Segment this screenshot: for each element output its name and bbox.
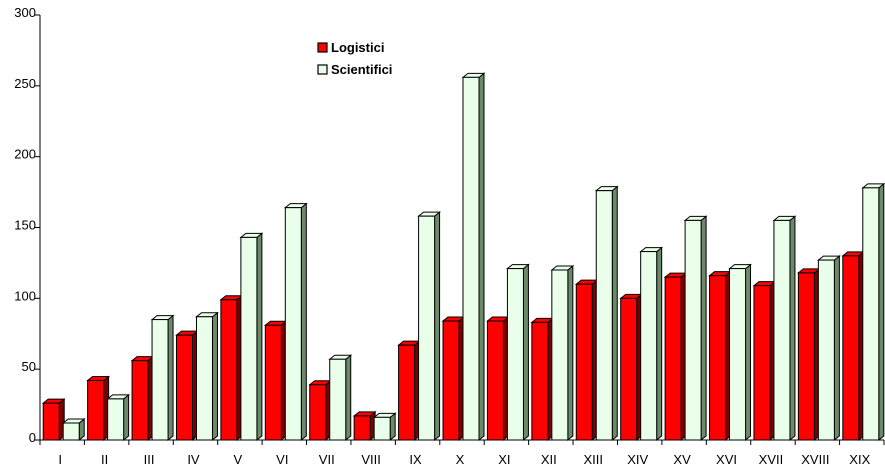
scientifici-bar-xix	[862, 187, 880, 441]
scientifici-bar-x	[462, 76, 480, 441]
logistici-bar-xviii	[797, 272, 815, 441]
legend-label-scientifici: Scientifici	[331, 62, 392, 77]
scientifici-bar-xiii	[595, 190, 613, 441]
scientifici-bar-xv-side	[700, 215, 707, 442]
x-tick-label-xv: XV	[673, 452, 691, 467]
scientifici-bar-vi	[284, 207, 302, 441]
x-tick-label-xviii: XVIII	[801, 452, 829, 467]
x-tick-label-vi: VI	[276, 452, 288, 467]
x-tick-label-xix: XIX	[849, 452, 870, 467]
scientifici-bar-xvii-side	[789, 215, 796, 442]
y-tick-label-250: 250	[14, 76, 36, 91]
scientifici-bar-xii-side	[567, 264, 574, 442]
scientifici-bar-ii	[107, 398, 125, 441]
x-tick-label-xiii: XIII	[584, 452, 604, 467]
scientifici-bar-viii	[373, 416, 391, 441]
x-tick-label-v: V	[234, 452, 243, 467]
scientifici-bar-v	[240, 236, 258, 441]
scientifici-bar-ix-side	[434, 211, 441, 442]
x-tick-label-ix: IX	[409, 452, 422, 467]
y-tick-label-300: 300	[14, 5, 36, 20]
x-tick-label-vii: VII	[319, 452, 335, 467]
logistici-bar-i	[42, 402, 60, 441]
scientifici-bar-xviii	[817, 259, 835, 441]
logistici-bar-xvii	[753, 285, 771, 441]
scientifici-bar-ix	[418, 215, 436, 441]
logistici-bar-x	[442, 320, 460, 441]
legend-label-logistici: Logistici	[331, 40, 384, 55]
scientifici-bar-xvi	[729, 268, 747, 441]
logistici-bar-ii	[87, 380, 105, 441]
logistici-bar-xiii	[575, 283, 593, 441]
scientifici-bar-xi-side	[522, 263, 529, 442]
legend-swatch-logistici	[317, 42, 328, 53]
legend-swatch-scientifici	[317, 64, 328, 75]
x-tick-label-xvi: XVI	[716, 452, 737, 467]
y-tick-label-200: 200	[14, 147, 36, 162]
scientifici-bar-xi	[506, 268, 524, 441]
y-tick-label-50: 50	[22, 359, 36, 374]
scientifici-bar-xvii	[773, 219, 791, 441]
logistici-bar-xix	[842, 255, 860, 441]
legend: Logistici Scientifici	[317, 40, 392, 77]
x-tick-label-ii: II	[101, 452, 108, 467]
scientifici-bar-xix-side	[878, 182, 885, 442]
scientifici-bar-iii	[151, 319, 169, 441]
scientifici-bar-xiv-side	[656, 246, 663, 442]
x-tick-label-i: I	[58, 452, 62, 467]
scientifici-bar-xiii-side	[611, 185, 618, 442]
scientifici-bar-xii	[551, 269, 569, 441]
bars-group	[41, 72, 885, 442]
scientifici-bar-xvi-side	[745, 263, 752, 442]
scientifici-bar-vii	[329, 358, 347, 441]
scientifici-bar-xviii-side	[833, 255, 840, 442]
logistici-bar-xii	[531, 321, 549, 441]
logistici-bar-ix	[398, 344, 416, 441]
scientifici-bar-xiv	[640, 251, 658, 441]
scientifici-bar-ii-side	[123, 393, 130, 442]
x-tick-label-xii: XII	[541, 452, 557, 467]
logistici-bar-xi	[486, 320, 504, 441]
logistici-bar-xiv	[620, 297, 638, 441]
x-tick-label-x: X	[456, 452, 465, 467]
y-tick-label-100: 100	[14, 288, 36, 303]
logistici-bar-iii	[131, 360, 149, 441]
scientifici-bar-iii-side	[167, 314, 174, 442]
x-tick-label-iv: IV	[187, 452, 200, 467]
logistici-bar-vi	[264, 324, 282, 441]
logistici-bar-xv	[664, 276, 682, 441]
y-tick-label-0: 0	[29, 430, 36, 445]
scientifici-bar-iv	[195, 316, 213, 441]
scientifici-bar-xv	[684, 219, 702, 441]
x-tick-label-xiv: XIV	[627, 452, 648, 467]
scientifici-bar-i	[62, 422, 80, 441]
scientifici-bar-vi-side	[300, 202, 307, 442]
scientifici-bar-vii-side	[345, 354, 352, 442]
x-tick-label-xi: XI	[498, 452, 510, 467]
logistici-bar-xvi	[709, 275, 727, 441]
x-tick-label-viii: VIII	[361, 452, 381, 467]
logistici-bar-v	[220, 299, 238, 441]
x-tick-label-iii: III	[144, 452, 155, 467]
x-tick-label-xvii: XVII	[759, 452, 784, 467]
scientifici-bar-v-side	[256, 232, 263, 442]
logistici-bar-vii	[309, 384, 327, 441]
scientifici-bar-iv-side	[211, 311, 218, 442]
scientifici-bar-x-side	[478, 72, 485, 442]
y-tick-label-150: 150	[14, 218, 36, 233]
logistici-bar-iv	[175, 334, 193, 441]
logistici-bar-viii	[353, 415, 371, 441]
